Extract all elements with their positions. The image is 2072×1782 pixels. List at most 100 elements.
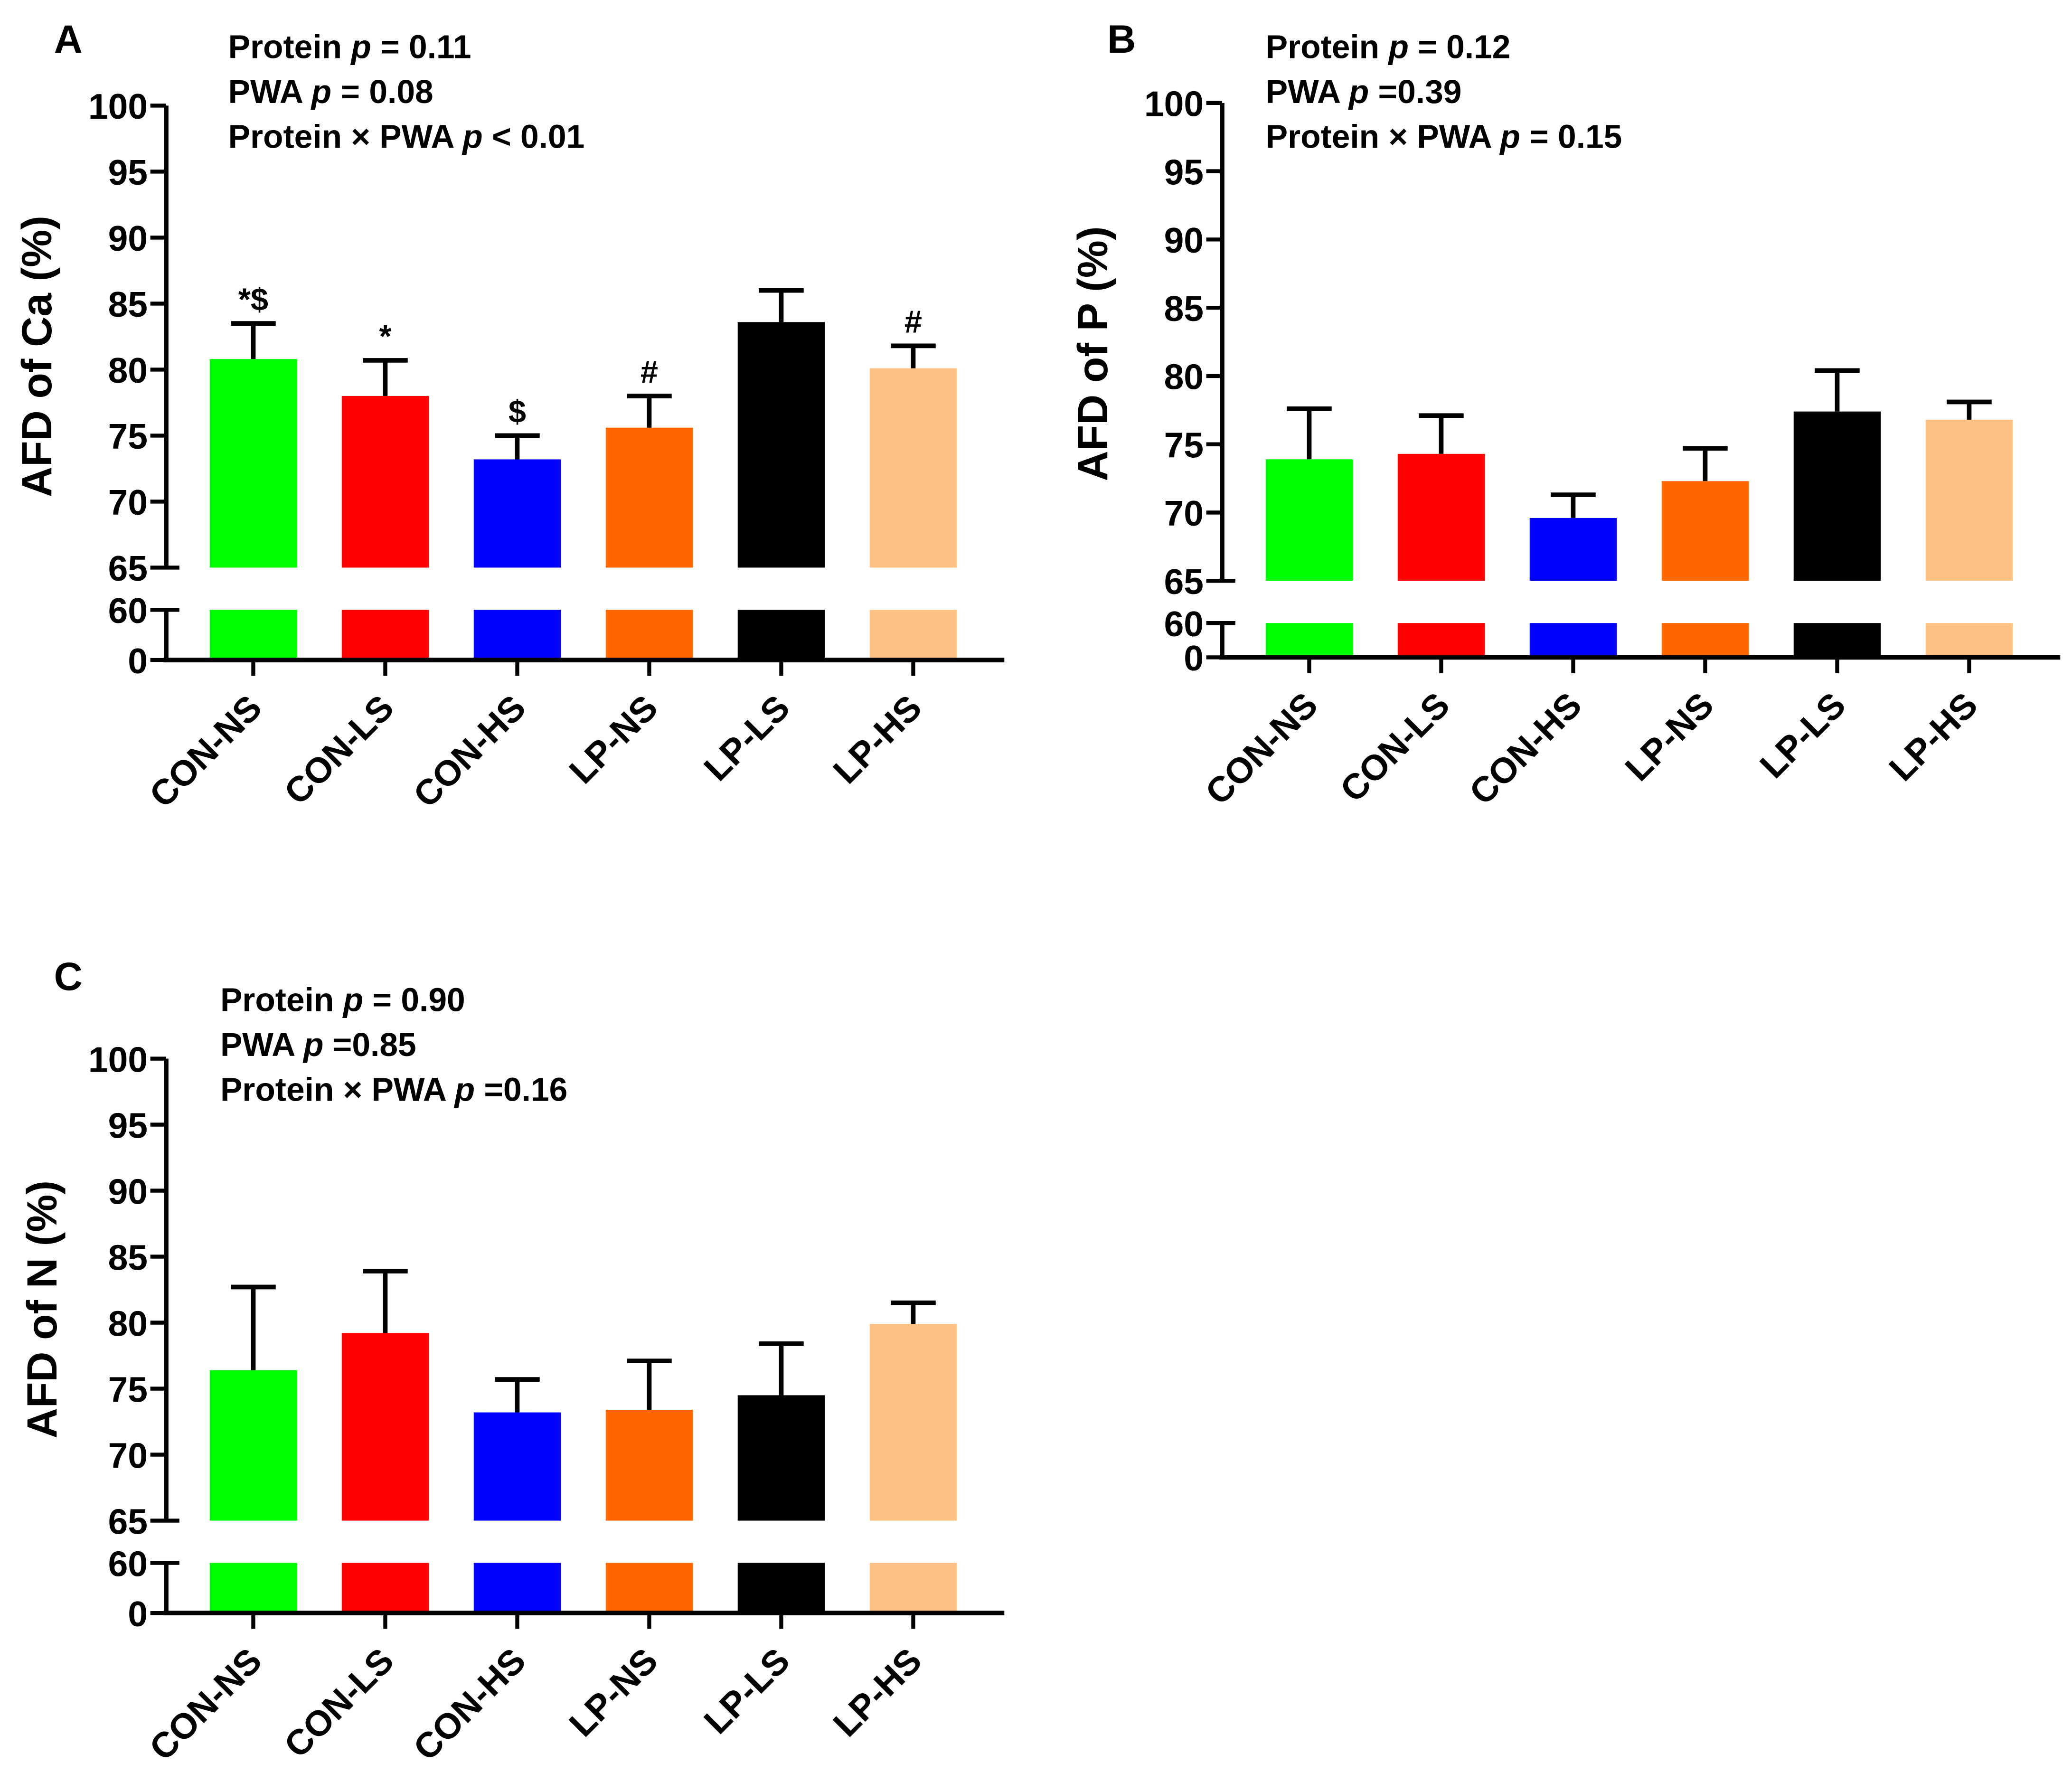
bar-lower-LP-HS [1925,623,2013,658]
bar-lower-CON-LS [341,610,429,660]
x-tick-label: CON-LS [1332,685,1457,810]
bar-CON-LS [1397,453,1485,581]
y-tick-label: 70 [108,482,148,522]
panel-letter: C [54,954,83,999]
x-tick-label: CON-HS [1461,685,1589,812]
bar-lower-CON-NS [1265,623,1353,658]
y-tick-label: 70 [108,1435,148,1475]
x-tick-label: LP-LS [696,1641,797,1742]
stat-line: PWA p = 0.08 [228,73,433,110]
stat-value: = 0.15 [1520,118,1622,155]
x-tick-label: CON-HS [405,688,533,815]
stat-value: =0.85 [323,1026,416,1063]
bar-lower-LP-HS [869,610,957,660]
x-tick-label: CON-HS [405,1641,533,1768]
y-tick-label: 80 [1164,357,1204,397]
y-tick-label: 100 [1144,84,1204,124]
stat-p: p [461,118,482,155]
y-axis-label: AFD of N (%) [18,1180,66,1439]
panel-C: C Protein p = 0.90 PWA p =0.85 Protein × PW… [18,954,1005,1768]
stat-p: p [1387,28,1408,65]
bar-CON-HS [1529,518,1617,581]
x-tick-label: LP-NS [561,1641,665,1744]
y-tick-label: 95 [1164,152,1204,192]
bar-lower-CON-HS [1529,623,1617,658]
stat-label: PWA [220,1026,303,1063]
bar-LP-HS [869,1324,957,1521]
stat-label: Protein × PWA [228,118,463,155]
stat-label: Protein × PWA [220,1071,455,1108]
panel-B: B Protein p = 0.12 PWA p =0.39 Protein × PW… [1069,17,2061,812]
y-tick-label: 65 [1164,562,1204,602]
y-tick-label: 0 [128,641,148,681]
stat-value: < 0.01 [483,118,584,155]
bar-lower-LP-LS [737,1563,825,1613]
y-axis-label: AFD of Ca (%) [13,216,60,497]
x-tick-label: LP-HS [825,1641,929,1744]
y-tick-label: 75 [1164,425,1204,465]
panel-A: A Protein p = 0.11 PWA p = 0.08 Protein × P… [13,17,1005,815]
significance-mark: * [379,319,391,354]
bar-LP-NS [1661,481,1749,581]
stat-line: Protein × PWA p < 0.01 [228,118,585,155]
panel-letter: A [54,17,83,61]
bar-LP-NS [605,427,693,568]
stat-line: PWA p =0.85 [220,1026,416,1063]
bar-CON-HS [473,1412,561,1521]
panel-letter: B [1107,17,1136,61]
y-tick-label: 60 [1164,604,1204,644]
stat-label: Protein [1266,28,1389,65]
x-tick-label: CON-LS [276,1641,401,1765]
bar-LP-HS [1925,419,2013,581]
y-tick-label: 95 [108,152,148,192]
y-tick-label: 65 [108,1501,148,1541]
bar-LP-LS [1793,411,1881,581]
stat-value: = 0.08 [331,73,433,110]
stat-p: p [350,28,371,65]
bar-LP-LS [737,1395,825,1521]
bar-lower-LP-HS [869,1563,957,1613]
x-tick-label: CON-NS [141,688,269,815]
y-tick-label: 0 [1184,638,1204,678]
significance-mark: *$ [238,282,268,317]
bar-lower-CON-NS [209,1563,297,1613]
x-tick-label: LP-HS [825,688,929,792]
stat-p: p [311,73,331,110]
stat-label: Protein [228,28,351,65]
stat-line: Protein p = 0.11 [228,28,471,65]
y-axis-label: AFD of P (%) [1069,226,1116,481]
x-tick-label: CON-NS [141,1641,269,1768]
stat-p: p [302,1026,323,1063]
y-tick-label: 75 [108,1369,148,1409]
significance-mark: # [904,305,922,340]
bar-lower-LP-NS [605,610,693,660]
stat-label: PWA [228,73,311,110]
bar-LP-LS [737,322,825,568]
stat-label: PWA [1266,73,1349,110]
bar-lower-LP-NS [1661,623,1749,658]
y-tick-label: 85 [108,284,148,324]
x-tick-label: LP-NS [1617,685,1721,789]
stat-p: p [342,981,363,1018]
y-tick-label: 100 [88,86,148,126]
stat-value: =0.39 [1369,73,1461,110]
stat-p: p [1348,73,1369,110]
y-tick-label: 80 [108,1303,148,1343]
stat-p: p [1499,118,1520,155]
stat-line: Protein × PWA p = 0.15 [1266,118,1622,155]
stat-value: = 0.90 [363,981,465,1018]
significance-mark: $ [509,395,526,430]
stat-label: Protein [220,981,343,1018]
x-tick-label: LP-LS [696,688,797,789]
y-tick-label: 95 [108,1105,148,1145]
x-tick-label: CON-LS [276,688,401,812]
y-tick-label: 80 [108,350,148,390]
bar-LP-NS [605,1410,693,1521]
stat-p: p [454,1071,475,1108]
bar-CON-HS [473,459,561,568]
significance-mark: # [640,355,658,390]
bar-lower-CON-LS [341,1563,429,1613]
stat-line: Protein p = 0.90 [220,981,465,1018]
stat-line: PWA p =0.39 [1266,73,1462,110]
x-tick-label: CON-NS [1197,685,1325,812]
